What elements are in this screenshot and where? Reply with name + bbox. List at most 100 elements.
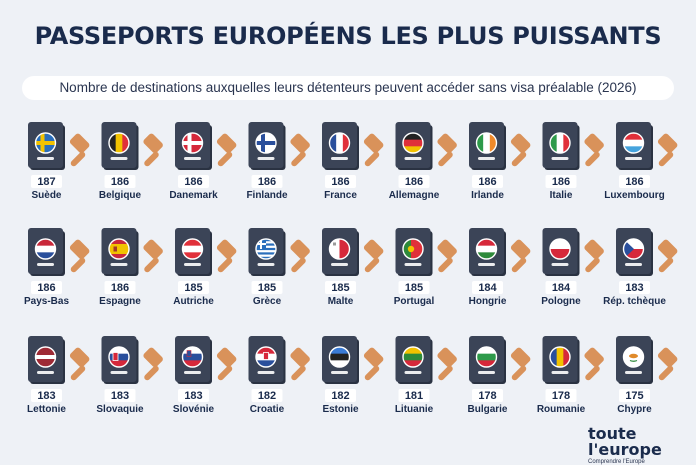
stamp-icon — [584, 239, 604, 273]
passport-austria: 185 Autriche — [173, 228, 237, 307]
value-label-bg — [325, 389, 356, 402]
country-label: Autriche — [173, 296, 214, 307]
spain-flag — [109, 239, 129, 259]
stamp-icon — [290, 347, 310, 381]
value-label: 183 — [184, 390, 202, 402]
country-label: Allemagne — [389, 190, 440, 201]
czechia-flag — [623, 239, 644, 259]
value-label: 186 — [37, 282, 55, 294]
finland-flag — [256, 133, 276, 153]
passport-belgium: 186 Belgique — [99, 122, 163, 201]
logo-tagline: Comprendre l'Europe — [588, 459, 645, 465]
country-label: France — [324, 190, 357, 201]
passport-hungary: 184 Hongrie — [469, 228, 531, 307]
value-label-bg — [472, 389, 503, 402]
logo-name: toute l'europe — [588, 424, 662, 459]
country-label: Estonie — [322, 404, 359, 415]
passport-malta: 185 Malte — [322, 228, 384, 307]
value-label: 187 — [37, 176, 55, 188]
value-label-bg — [545, 389, 577, 402]
netherlands-flag — [35, 239, 56, 259]
value-label-bg — [545, 281, 577, 294]
value-label-bg — [178, 281, 209, 294]
value-label: 178 — [478, 390, 496, 402]
stamp-icon — [216, 347, 237, 381]
stamp-icon — [216, 133, 237, 167]
stamp-icon — [510, 239, 531, 273]
value-label-bg — [619, 175, 650, 188]
value-label: 186 — [111, 176, 129, 188]
passport-finland: 186 Finlande — [246, 122, 310, 201]
value-label: 183 — [37, 390, 55, 402]
country-label: Portugal — [394, 296, 435, 307]
country-label: Finlande — [246, 190, 288, 201]
value-label: 183 — [111, 390, 129, 402]
value-label: 186 — [184, 176, 202, 188]
slovakia-flag — [109, 347, 129, 367]
country-label: Danemark — [169, 190, 218, 201]
stamp-icon — [143, 347, 163, 381]
germany-flag — [403, 133, 423, 153]
stamp-icon — [510, 133, 531, 167]
value-label-bg — [31, 281, 62, 294]
value-label-bg — [325, 175, 356, 188]
stamp-icon — [657, 133, 678, 167]
passport-luxembourg: 186 Luxembourg — [604, 122, 678, 201]
italy-flag — [550, 133, 570, 153]
passport-ireland: 186 Irlande — [469, 122, 531, 201]
value-label-bg — [472, 175, 503, 188]
passport-italy: 186 Italie — [542, 122, 604, 201]
value-label-bg — [178, 175, 209, 188]
value-label: 183 — [625, 282, 643, 294]
value-label-bg — [619, 281, 650, 294]
sweden-flag — [35, 133, 56, 153]
luxembourg-flag — [623, 133, 644, 153]
stamp-icon — [657, 239, 678, 273]
stamp-icon — [584, 133, 604, 167]
passport-romania: 178 Roumanie — [537, 336, 604, 415]
value-label: 186 — [331, 176, 349, 188]
stamp-icon — [290, 239, 310, 273]
country-label: Rép. tchèque — [603, 296, 666, 307]
lithuania-flag — [403, 347, 423, 367]
value-label-bg — [398, 281, 430, 294]
value-label: 175 — [625, 390, 643, 402]
value-label: 184 — [552, 282, 571, 294]
value-label-bg — [398, 389, 430, 402]
value-label: 186 — [111, 282, 129, 294]
value-label: 184 — [478, 282, 497, 294]
country-label: Lituanie — [395, 404, 434, 415]
passport-portugal: 185 Portugal — [394, 228, 457, 307]
passport-spain: 186 Espagne — [99, 228, 163, 307]
stamp-icon — [216, 239, 237, 273]
country-label: Slovaquie — [96, 404, 144, 415]
malta-flag — [329, 239, 350, 259]
passport-bulgaria: 178 Bulgarie — [467, 336, 531, 415]
value-label: 185 — [184, 282, 202, 294]
value-label: 178 — [552, 390, 570, 402]
belgium-flag — [109, 133, 129, 153]
passport-czechia: 183 Rép. tchèque — [603, 228, 678, 307]
value-label-bg — [31, 175, 62, 188]
stamp-icon — [437, 347, 457, 381]
country-label: Slovénie — [173, 404, 215, 415]
country-label: Irlande — [471, 190, 504, 201]
passport-slovakia: 183 Slovaquie — [96, 336, 163, 415]
country-label: Pologne — [541, 296, 581, 307]
value-label-bg — [398, 175, 430, 188]
country-label: Bulgarie — [467, 404, 507, 415]
value-label: 186 — [478, 176, 496, 188]
stamp-icon — [363, 133, 384, 167]
stamp-icon — [143, 239, 163, 273]
country-label: Lettonie — [27, 404, 66, 415]
ireland-flag — [476, 133, 497, 153]
value-label-bg — [545, 175, 577, 188]
stamp-icon — [69, 133, 90, 167]
country-label: Malte — [328, 296, 354, 307]
value-label: 182 — [331, 390, 349, 402]
value-label: 182 — [258, 390, 276, 402]
value-label: 186 — [625, 176, 643, 188]
stamp-icon — [437, 239, 457, 273]
value-label: 186 — [258, 176, 276, 188]
